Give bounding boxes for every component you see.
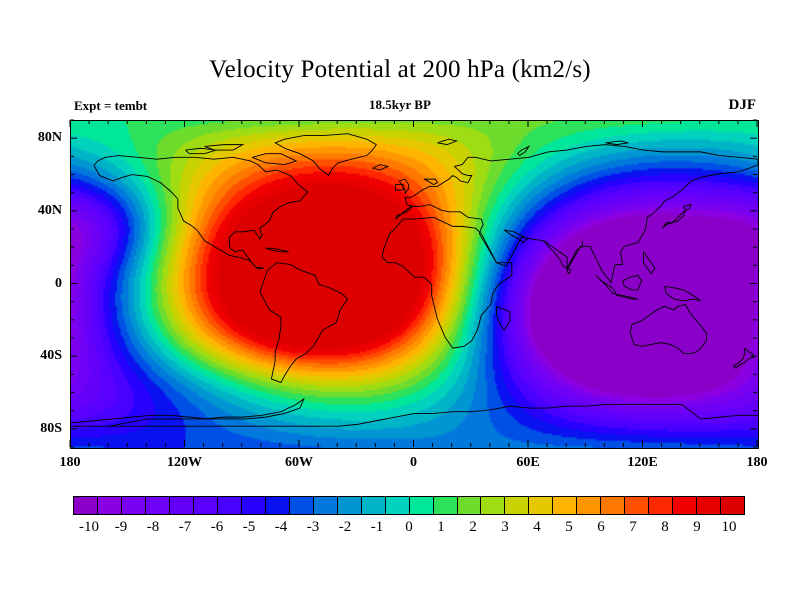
- colorbar: [73, 496, 745, 515]
- colorbar-cell: [217, 497, 242, 514]
- colorbar-tick-label: 1: [437, 519, 445, 535]
- y-axis-tick-label: 40N: [37, 202, 62, 218]
- colorbar-cell: [121, 497, 146, 514]
- colorbar-cell: [457, 497, 482, 514]
- colorbar-tick-label: 2: [469, 519, 477, 535]
- colorbar-cell: [529, 497, 554, 514]
- x-axis-tick-label: 60E: [516, 455, 540, 470]
- colorbar-cell: [553, 497, 578, 514]
- colorbar-tick-label: 10: [721, 519, 737, 535]
- colorbar-cell: [289, 497, 314, 514]
- y-axis-tick-label: 80S: [40, 420, 62, 436]
- colorbar-cell: [409, 497, 434, 514]
- experiment-label: Expt = tembt: [74, 98, 148, 113]
- colorbar-cell: [505, 497, 530, 514]
- colorbar-cell: [577, 497, 602, 514]
- x-axis-tick-label: 0: [410, 455, 417, 470]
- colorbar-cell: [649, 497, 674, 514]
- colorbar-cell: [433, 497, 458, 514]
- colorbar-cell: [601, 497, 626, 514]
- page-title: Velocity Potential at 200 hPa (km2/s): [209, 56, 591, 83]
- colorbar-cell: [193, 497, 218, 514]
- colorbar-cell: [697, 497, 722, 514]
- colorbar-cell: [481, 497, 506, 514]
- season-label: DJF: [728, 97, 757, 113]
- colorbar-tick-label: 0: [405, 519, 413, 535]
- colorbar-cell: [337, 497, 362, 514]
- colorbar-cell: [97, 497, 122, 514]
- colorbar-tick-label: 3: [501, 519, 509, 535]
- y-axis-tick-label: 0: [55, 275, 62, 291]
- colorbar-tick-label: -8: [146, 519, 160, 535]
- colorbar-tick-label: -2: [338, 519, 352, 535]
- colorbar-tick-label: -3: [306, 519, 320, 535]
- colorbar-tick-label: 9: [693, 519, 701, 535]
- colorbar-tick-label: 6: [597, 519, 605, 535]
- coastline-overlay: [71, 121, 758, 448]
- y-axis-tick-label: 80N: [37, 130, 62, 146]
- colorbar-tick-label: -4: [274, 519, 288, 535]
- x-axis-tick-label: 180: [746, 455, 768, 470]
- colorbar-tick-label: -1: [370, 519, 384, 535]
- x-axis-tick-label: 120E: [627, 455, 658, 470]
- colorbar-cell: [625, 497, 650, 514]
- colorbar-tick-label: -6: [210, 519, 224, 535]
- colorbar-tick-label: 4: [533, 519, 541, 535]
- colorbar-cell: [313, 497, 338, 514]
- colorbar-tick-label: -9: [114, 519, 128, 535]
- colorbar-cell: [265, 497, 290, 514]
- coastline-path: [71, 134, 758, 426]
- chart-subtitle: 18.5kyr BP: [369, 97, 431, 112]
- colorbar-cell: [673, 497, 698, 514]
- colorbar-tick-label: 7: [629, 519, 637, 535]
- y-axis-tick-label: 40S: [40, 348, 62, 364]
- colorbar-cell: [721, 497, 745, 514]
- x-axis-tick-label: 120W: [167, 455, 202, 470]
- colorbar-tick-label: -5: [242, 519, 256, 535]
- colorbar-tick-label: -7: [178, 519, 192, 535]
- colorbar-cell: [74, 497, 98, 514]
- contour-canvas: [71, 121, 758, 448]
- colorbar-cell: [241, 497, 266, 514]
- colorbar-tick-label: 5: [565, 519, 573, 535]
- colorbar-cell: [385, 497, 410, 514]
- velocity-potential-field: [71, 121, 758, 448]
- y-axis-labels: 80N 40N 0 40S 80S: [0, 0, 62, 600]
- x-axis-tick-label: 60W: [285, 455, 313, 470]
- colorbar-cell: [361, 497, 386, 514]
- colorbar-tick-label: 8: [661, 519, 669, 535]
- colorbar-cell: [169, 497, 194, 514]
- colorbar-tick-label: -10: [79, 519, 99, 535]
- x-axis-tick-label: 180: [59, 455, 81, 470]
- map-plot-area: [70, 120, 759, 449]
- colorbar-cell: [145, 497, 170, 514]
